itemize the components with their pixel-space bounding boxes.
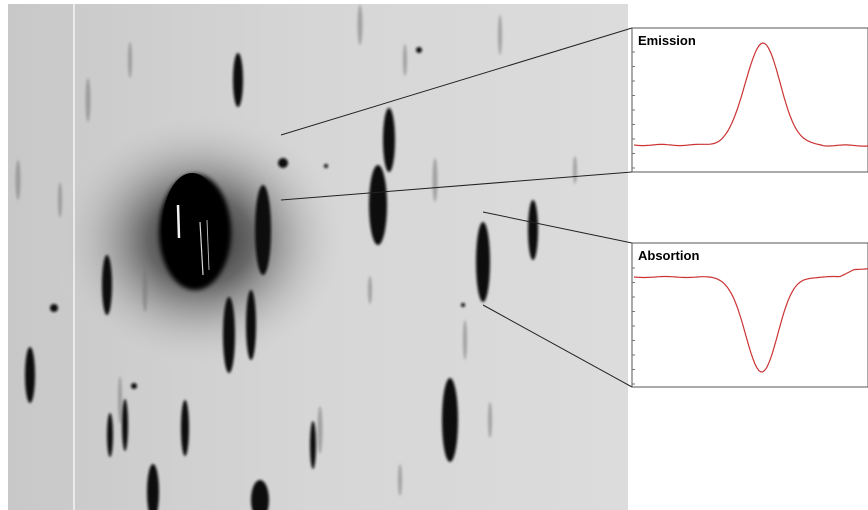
absorption-panel-title: Absortion [638,248,699,263]
emission-panel-title: Emission [638,33,696,48]
absorption-axis-ticks [632,267,635,385]
leader-emission-top [280,27,633,136]
diffraction-spots [25,47,538,510]
leader-emission-bottom [280,171,633,201]
absorption-profile-line [633,268,868,373]
leader-lines [280,27,633,388]
diffraction-plate [8,4,628,510]
central-beam-spot [159,173,231,290]
emission-panel-frame [631,27,868,173]
emission-profile-line [633,42,868,147]
absorption-panel-frame [631,242,868,388]
emission-panel: Emission [631,27,868,173]
faint-streaks [15,5,577,496]
emission-axis-ticks [632,51,635,169]
leader-absorption-bottom [482,304,633,388]
leader-absorption-top [482,211,633,244]
absorption-panel: Absortion [631,242,868,388]
